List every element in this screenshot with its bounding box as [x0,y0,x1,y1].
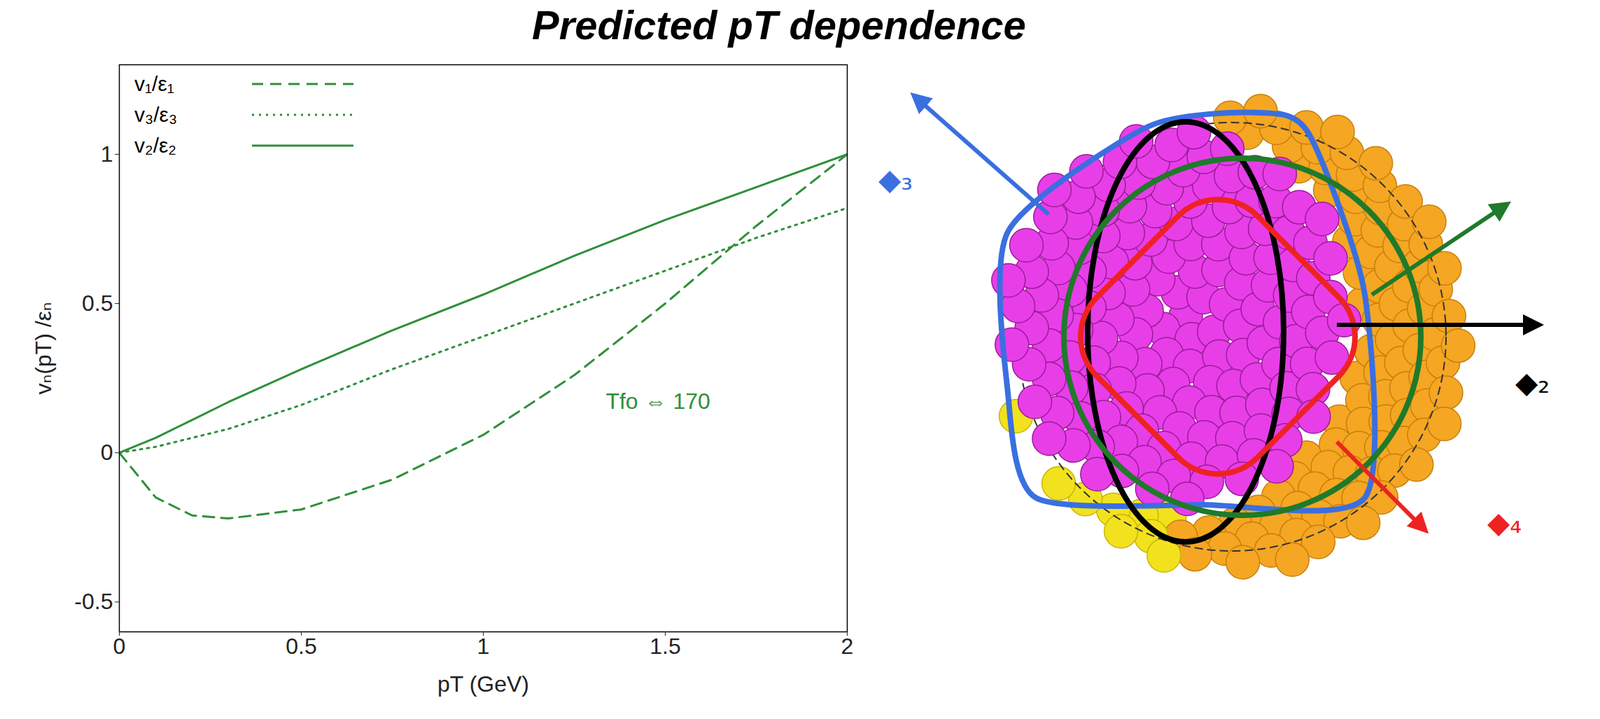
svg-text:◆₄: ◆₄ [1487,505,1522,540]
svg-text:1: 1 [100,141,114,167]
svg-text:◆₃: ◆₃ [878,162,913,197]
svg-text:v₂/ε₂: v₂/ε₂ [134,133,177,157]
svg-text:-0.5: -0.5 [74,588,113,614]
svg-text:v₃/ε₃: v₃/ε₃ [134,102,178,126]
svg-text:Tfo ⇔ 170: Tfo ⇔ 170 [605,388,710,414]
svg-text:0: 0 [113,633,126,659]
svg-text:v₁/ε₁: v₁/ε₁ [134,72,175,96]
svg-text:1: 1 [477,633,490,659]
svg-text:0.5: 0.5 [285,633,317,659]
svg-text:pT (GeV): pT (GeV) [437,671,530,697]
svg-text:vₙ(pT) /εₙ: vₙ(pT) /εₙ [30,301,56,395]
svg-text:◆₂: ◆₂ [1515,365,1550,400]
svg-text:2: 2 [841,633,854,659]
svg-text:0.5: 0.5 [81,290,113,316]
svg-text:0: 0 [100,439,114,465]
html-text:Predicted pT dependence: Predicted pT dependence [531,2,1026,48]
svg-text:1.5: 1.5 [649,633,681,659]
